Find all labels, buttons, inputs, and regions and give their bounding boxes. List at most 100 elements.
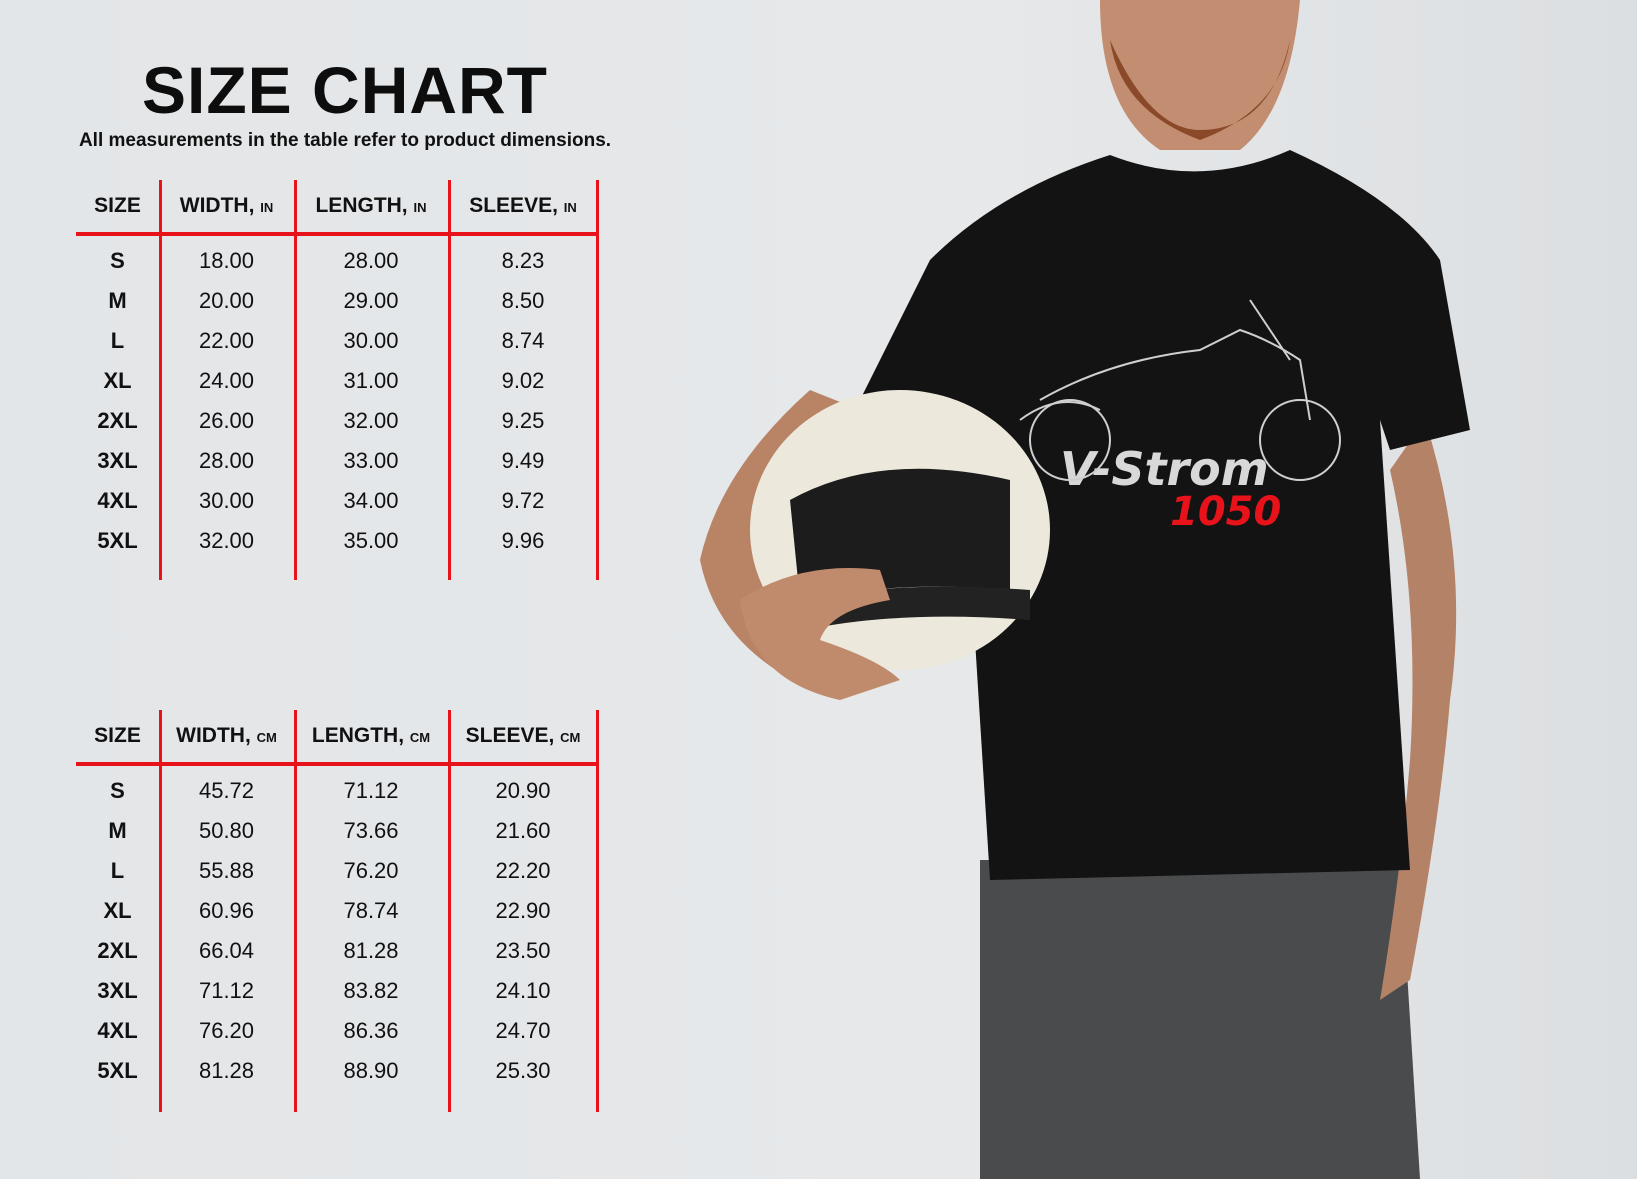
measurement-value: 9.02: [501, 368, 545, 393]
size-label: 2XL: [97, 938, 138, 963]
size-table-cm: SIZE WIDTH, CM LENGTH, CM SLEEVE, CM S 45.72 7…: [76, 710, 599, 1112]
right-arm: [1380, 420, 1457, 1000]
measurement-value: 50.80: [198, 818, 255, 843]
column-header: WIDTH, CM: [159, 724, 294, 748]
column-header: WIDTH, IN: [159, 194, 294, 218]
column-header: SIZE: [76, 194, 159, 218]
column-divider: [448, 180, 451, 580]
motorcycle-graphic: [1019, 299, 1341, 481]
page-subtitle: All measurements in the table refer to p…: [78, 130, 612, 151]
table-row: S 45.72 71.12 20.90: [76, 770, 598, 810]
measurement-value: 8.50: [501, 288, 545, 313]
measurement-value: 22.00: [198, 328, 255, 353]
table-row: 5XL 81.28 88.90 25.30: [76, 1050, 598, 1090]
measurement-value: 28.00: [198, 448, 255, 473]
measurement-value: 55.88: [198, 858, 255, 883]
header-unit: IN: [413, 200, 427, 215]
measurement-value: 86.36: [343, 1018, 399, 1043]
table-row: 3XL 28.00 33.00 9.49: [76, 440, 598, 480]
table-row: M 50.80 73.66 21.60: [76, 810, 598, 850]
header-label: LENGTH,: [315, 194, 408, 217]
table-row: L 22.00 30.00 8.74: [76, 320, 598, 360]
header-unit: CM: [560, 730, 581, 745]
measurement-value: 9.72: [501, 488, 545, 513]
measurement-value: 35.00: [343, 528, 399, 553]
size-label: 2XL: [97, 408, 138, 433]
measurement-value: 23.50: [495, 938, 551, 963]
header-label: WIDTH,: [176, 724, 251, 747]
measurement-value: 66.04: [198, 938, 255, 963]
size-label: 3XL: [97, 448, 138, 473]
size-label: 4XL: [97, 488, 138, 513]
measurement-value: 9.96: [501, 528, 545, 553]
measurement-value: 34.00: [343, 488, 399, 513]
header-label: SIZE: [94, 194, 141, 217]
measurement-value: 24.00: [198, 368, 255, 393]
table-row: 2XL 26.00 32.00 9.25: [76, 400, 598, 440]
measurement-value: 76.20: [198, 1018, 255, 1043]
measurement-value: 26.00: [198, 408, 255, 433]
measurement-value: 83.82: [343, 978, 399, 1003]
head: [1100, 0, 1300, 150]
measurement-value: 28.00: [343, 248, 399, 273]
size-label: XL: [103, 368, 132, 393]
column-header: SLEEVE, IN: [448, 194, 598, 218]
size-label: L: [110, 858, 125, 883]
table-row: 5XL 32.00 35.00 9.96: [76, 520, 598, 560]
size-label: 3XL: [97, 978, 138, 1003]
column-divider: [159, 180, 162, 580]
table-row: 3XL 71.12 83.82 24.10: [76, 970, 598, 1010]
measurement-value: 78.74: [343, 898, 399, 923]
header-label: SLEEVE,: [465, 724, 555, 747]
table-header: SIZE WIDTH, CM LENGTH, CM SLEEVE, CM: [76, 710, 598, 762]
table-row: XL 24.00 31.00 9.02: [76, 360, 598, 400]
header-label: SIZE: [94, 724, 141, 747]
header-divider: [76, 762, 598, 766]
column-divider: [294, 710, 297, 1112]
measurement-value: 45.72: [198, 778, 255, 803]
measurement-value: 32.00: [343, 408, 399, 433]
measurement-value: 71.12: [343, 778, 399, 803]
size-label: M: [108, 818, 127, 843]
column-header: LENGTH, CM: [294, 724, 448, 748]
measurement-value: 25.30: [495, 1058, 551, 1083]
header-label: LENGTH,: [311, 724, 405, 747]
measurement-value: 29.00: [343, 288, 399, 313]
measurement-value: 22.90: [495, 898, 551, 923]
column-divider: [596, 710, 599, 1112]
measurement-value: 8.23: [501, 248, 545, 273]
column-divider: [294, 180, 297, 580]
measurement-value: 8.74: [501, 328, 545, 353]
table-row: M 20.00 29.00 8.50: [76, 280, 598, 320]
hand: [740, 568, 900, 700]
measurement-value: 81.28: [198, 1058, 255, 1083]
measurement-value: 24.10: [495, 978, 551, 1003]
header-unit: CM: [256, 730, 277, 745]
table-row: S 18.00 28.00 8.23: [76, 240, 598, 280]
column-header: SLEEVE, CM: [448, 724, 598, 748]
measurement-value: 9.25: [501, 408, 545, 433]
column-header: SIZE: [76, 724, 159, 748]
measurement-value: 33.00: [343, 448, 399, 473]
table-row: XL 60.96 78.74 22.90: [76, 890, 598, 930]
size-label: 4XL: [97, 1018, 138, 1043]
page-title: SIZE CHART: [142, 53, 548, 127]
measurement-value: 81.28: [343, 938, 399, 963]
t-shirt: [850, 150, 1470, 880]
size-table-inches: SIZE WIDTH, IN LENGTH, IN SLEEVE, IN S 18.00 2…: [76, 180, 599, 580]
size-label: S: [110, 778, 125, 803]
table-row: 2XL 66.04 81.28 23.50: [76, 930, 598, 970]
measurement-value: 76.20: [343, 858, 399, 883]
measurement-value: 20.00: [198, 288, 255, 313]
measurement-value: 31.00: [343, 368, 399, 393]
measurement-value: 22.20: [495, 858, 551, 883]
column-divider: [159, 710, 162, 1112]
measurement-value: 60.96: [198, 898, 255, 923]
table-header: SIZE WIDTH, IN LENGTH, IN SLEEVE, IN: [76, 180, 598, 232]
header-label: SLEEVE,: [469, 194, 558, 217]
measurement-value: 21.60: [495, 818, 551, 843]
column-divider: [448, 710, 451, 1112]
measurement-value: 20.90: [495, 778, 551, 803]
shirt-print-number: 1050: [1170, 489, 1281, 535]
table-row: 4XL 30.00 34.00 9.72: [76, 480, 598, 520]
